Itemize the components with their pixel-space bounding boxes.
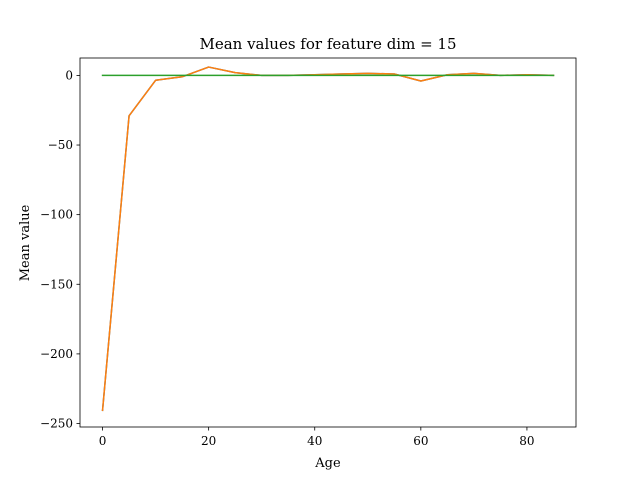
x-axis-label: Age xyxy=(314,456,341,471)
x-tick-label: 80 xyxy=(519,434,534,448)
chart-title: Mean values for feature dim = 15 xyxy=(199,35,456,53)
x-tick-label: 60 xyxy=(413,434,428,448)
x-tick-label: 40 xyxy=(307,434,322,448)
y-tick-label: −150 xyxy=(40,277,73,291)
y-tick-label: −100 xyxy=(40,208,73,222)
x-tick-label: 0 xyxy=(99,434,107,448)
y-tick-label: −200 xyxy=(40,347,73,361)
plot-area: 0 20 40 60 80 −250 −200 −150 −100 −50 0 xyxy=(40,57,577,448)
y-tick-label: 0 xyxy=(65,68,73,82)
y-axis-label: Mean value xyxy=(18,204,33,281)
y-tick-label: −250 xyxy=(40,417,73,431)
y-tick-label: −50 xyxy=(48,138,73,152)
x-tick-label: 20 xyxy=(201,434,216,448)
series-line-2 xyxy=(101,66,555,412)
axes-frame xyxy=(79,57,577,428)
